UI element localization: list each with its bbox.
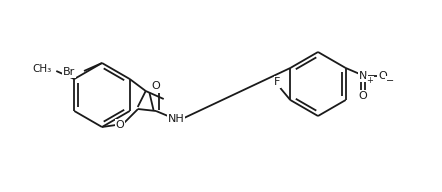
Text: O: O <box>378 71 387 81</box>
Text: −: − <box>386 76 394 86</box>
Text: Br: Br <box>63 67 75 77</box>
Text: O: O <box>152 81 160 91</box>
Text: F: F <box>274 77 281 87</box>
Text: N: N <box>358 71 367 81</box>
Text: +: + <box>366 76 373 85</box>
Text: CH₃: CH₃ <box>32 64 51 74</box>
Text: O: O <box>358 91 367 101</box>
Text: NH: NH <box>168 114 184 124</box>
Text: O: O <box>116 120 124 130</box>
